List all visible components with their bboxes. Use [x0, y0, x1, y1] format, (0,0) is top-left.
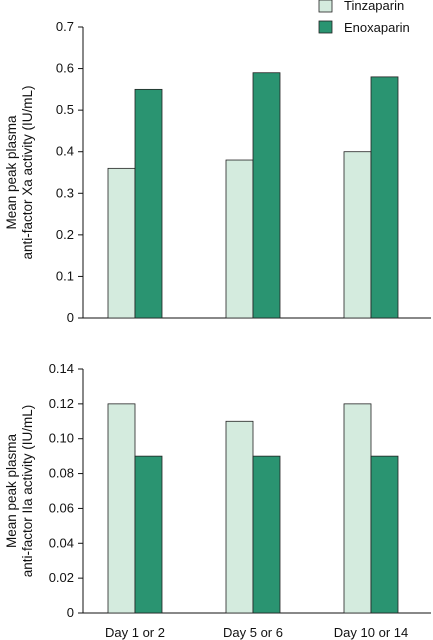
bar-tinzaparin-day-10-or-14: [343, 151, 372, 319]
y-tick-label: 0.4: [56, 144, 74, 159]
bar-tinzaparin-day-5-or-6: [225, 420, 254, 614]
x-tick-label: Day 10 or 14: [334, 625, 408, 640]
bar-enoxaparin-day-10-or-14: [370, 76, 399, 319]
y-tick-label: 0.3: [56, 185, 74, 200]
y-tick-label: 0.2: [56, 227, 74, 242]
y-tick-label: 0.6: [56, 61, 74, 76]
bar-tinzaparin-day-5-or-6: [225, 159, 254, 319]
bar-enoxaparin-day-5-or-6: [252, 455, 281, 614]
y-axis-title: Mean peak plasmaanti-factor Xa activity …: [4, 85, 35, 259]
y-tick-label: 0: [67, 310, 74, 325]
y-tick-label: 0.14: [49, 361, 74, 376]
bar-enoxaparin-day-1-or-2: [134, 88, 163, 319]
bar-tinzaparin-day-1-or-2: [107, 167, 136, 319]
bar-tinzaparin-day-1-or-2: [107, 403, 136, 614]
legend-label-tinzaparin: Tinzaparin: [344, 0, 404, 13]
x-tick-label: Day 1 or 2: [105, 625, 165, 640]
bar-tinzaparin-day-10-or-14: [343, 403, 372, 614]
legend-swatch-enoxaparin: [318, 20, 333, 34]
anti-factor-iia-panel: 0 0.02 0.04 0.06 0.08 0.10 0.12 0.14 Mean peak p…: [4, 361, 431, 640]
y-tick-label: 0.12: [49, 396, 74, 411]
bar-enoxaparin-day-1-or-2: [134, 455, 163, 614]
bar-enoxaparin-day-5-or-6: [252, 72, 281, 319]
y-tick-label: 0: [67, 605, 74, 620]
anti-factor-xa-panel: 0 0.1 0.2 0.3 0.4 0.5 0.6 0.7 Mean peak plasmaan…: [4, 19, 431, 325]
y-axis-title-line: Mean peak plasma: [4, 433, 19, 548]
bar-enoxaparin-day-10-or-14: [370, 455, 399, 614]
y-axis-title-line: anti-factor IIa activity (IU/mL): [20, 405, 35, 578]
y-tick-label: 0.5: [56, 102, 74, 117]
y-axis-title: Mean peak plasmaanti-factor IIa activity…: [4, 405, 35, 578]
y-tick-label: 0.7: [56, 19, 74, 34]
y-axis-title-line: Mean peak plasma: [4, 115, 19, 230]
y-tick-label: 0.1: [56, 268, 74, 283]
legend: Tinzaparin Enoxaparin: [318, 0, 410, 35]
y-axis-title-line: anti-factor Xa activity (IU/mL): [20, 85, 35, 259]
y-tick-label: 0.04: [49, 535, 74, 550]
x-tick-label: Day 5 or 6: [223, 625, 283, 640]
y-tick-label: 0.02: [49, 570, 74, 585]
y-tick-label: 0.10: [49, 431, 74, 446]
y-tick-label: 0.06: [49, 500, 74, 515]
y-tick-label: 0.08: [49, 466, 74, 481]
legend-label-enoxaparin: Enoxaparin: [344, 20, 410, 35]
legend-swatch-tinzaparin: [318, 0, 333, 13]
